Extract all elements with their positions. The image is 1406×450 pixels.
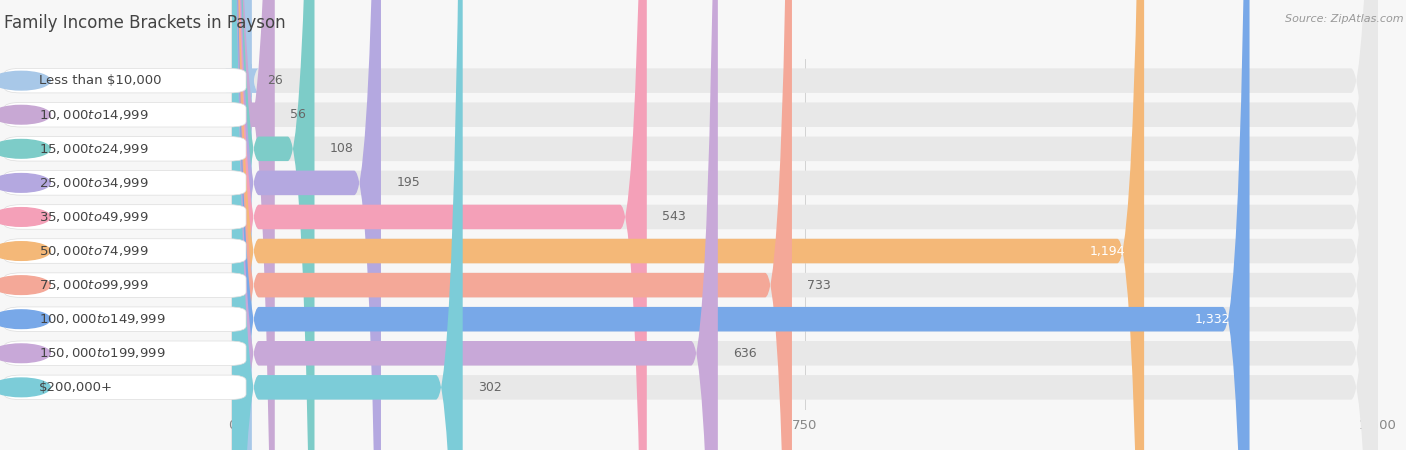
Text: 26: 26 [267,74,283,87]
Text: $10,000 to $14,999: $10,000 to $14,999 [39,108,149,122]
Text: 1,194: 1,194 [1090,244,1125,257]
FancyBboxPatch shape [232,0,381,450]
FancyBboxPatch shape [232,0,1378,450]
FancyBboxPatch shape [232,0,1378,450]
Text: $100,000 to $149,999: $100,000 to $149,999 [39,312,166,326]
FancyBboxPatch shape [225,0,259,450]
Text: 543: 543 [662,211,686,224]
Text: 733: 733 [807,279,831,292]
Text: 108: 108 [330,142,354,155]
FancyBboxPatch shape [232,0,1378,450]
FancyBboxPatch shape [232,0,1378,450]
FancyBboxPatch shape [232,0,718,450]
FancyBboxPatch shape [232,0,463,450]
Text: Less than $10,000: Less than $10,000 [39,74,162,87]
FancyBboxPatch shape [232,0,1378,450]
Text: $150,000 to $199,999: $150,000 to $199,999 [39,346,166,360]
Text: $75,000 to $99,999: $75,000 to $99,999 [39,278,149,292]
FancyBboxPatch shape [232,0,1378,450]
FancyBboxPatch shape [232,0,274,450]
Text: 195: 195 [396,176,420,189]
Text: $35,000 to $49,999: $35,000 to $49,999 [39,210,149,224]
Text: $25,000 to $34,999: $25,000 to $34,999 [39,176,149,190]
Text: $15,000 to $24,999: $15,000 to $24,999 [39,142,149,156]
FancyBboxPatch shape [232,0,1144,450]
FancyBboxPatch shape [232,0,647,450]
Text: 636: 636 [733,347,756,360]
Text: 302: 302 [478,381,502,394]
FancyBboxPatch shape [232,0,1378,450]
FancyBboxPatch shape [232,0,1378,450]
FancyBboxPatch shape [232,0,1378,450]
Text: 1,332: 1,332 [1195,313,1230,326]
Text: Source: ZipAtlas.com: Source: ZipAtlas.com [1285,14,1403,23]
FancyBboxPatch shape [232,0,792,450]
Text: $200,000+: $200,000+ [39,381,114,394]
Text: Family Income Brackets in Payson: Family Income Brackets in Payson [4,14,285,32]
FancyBboxPatch shape [232,0,315,450]
Text: 56: 56 [290,108,307,121]
FancyBboxPatch shape [232,0,1378,450]
Text: $50,000 to $74,999: $50,000 to $74,999 [39,244,149,258]
FancyBboxPatch shape [232,0,1250,450]
